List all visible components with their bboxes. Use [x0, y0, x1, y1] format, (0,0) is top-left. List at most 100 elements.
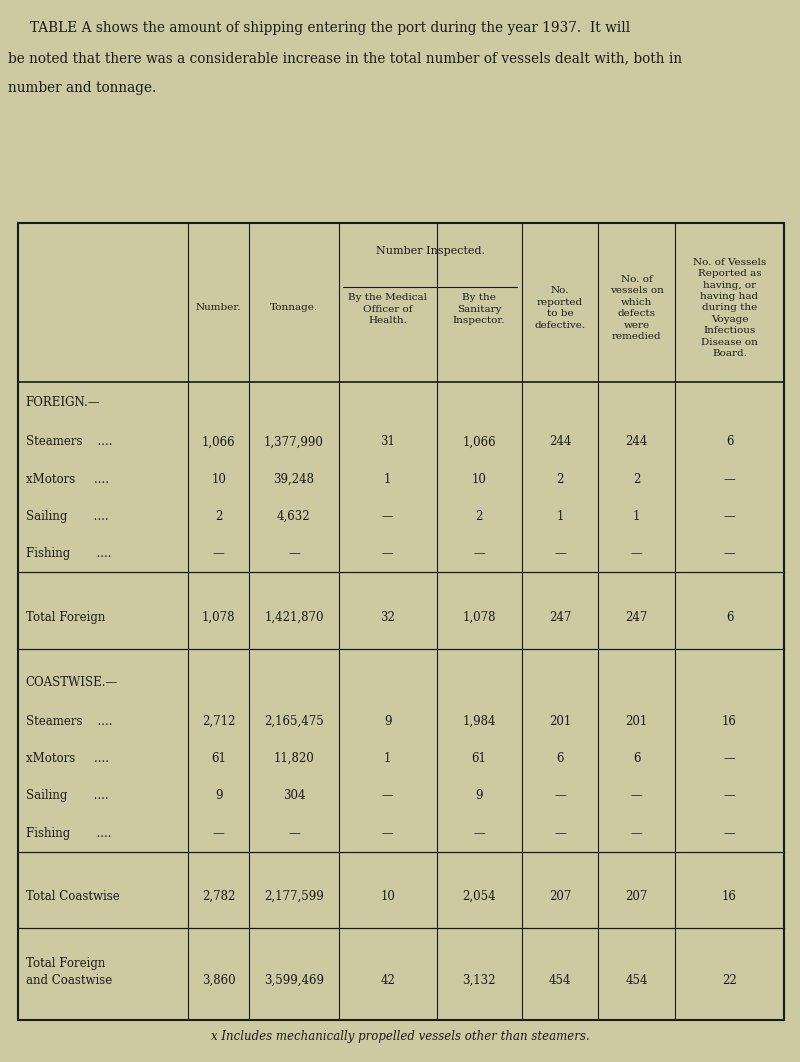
Text: No. of Vessels
Reported as
having, or
having had
during the
Voyage
Infectious
Di: No. of Vessels Reported as having, or ha… — [693, 258, 766, 358]
Text: 201: 201 — [549, 715, 571, 727]
Text: —: — — [724, 789, 735, 803]
Text: COASTWISE.—: COASTWISE.— — [26, 675, 118, 689]
Text: 1: 1 — [384, 752, 391, 766]
Text: 2: 2 — [556, 473, 564, 485]
Text: Fishing       ....: Fishing .... — [26, 547, 111, 561]
Text: Sailing       ....: Sailing .... — [26, 510, 108, 523]
Text: 3,132: 3,132 — [462, 974, 496, 987]
Text: 1,078: 1,078 — [202, 611, 235, 623]
Text: Number.: Number. — [196, 304, 242, 312]
Text: Number Inspected.: Number Inspected. — [376, 246, 485, 256]
Text: 2,054: 2,054 — [462, 890, 496, 903]
Text: 9: 9 — [384, 715, 391, 727]
Text: —: — — [382, 789, 394, 803]
Text: Tonnage.: Tonnage. — [270, 304, 318, 312]
Text: x Includes mechanically propelled vessels other than steamers.: x Includes mechanically propelled vessel… — [210, 1030, 590, 1043]
Text: Fishing       ....: Fishing .... — [26, 826, 111, 840]
Text: 22: 22 — [722, 974, 737, 987]
Text: 39,248: 39,248 — [274, 473, 314, 485]
Text: 61: 61 — [472, 752, 486, 766]
Text: 207: 207 — [549, 890, 571, 903]
Text: 2: 2 — [215, 510, 222, 523]
Text: 1,078: 1,078 — [462, 611, 496, 623]
Text: —: — — [724, 547, 735, 561]
Text: 9: 9 — [215, 789, 222, 803]
Text: 31: 31 — [380, 435, 395, 448]
Text: Total Foreign: Total Foreign — [26, 611, 105, 623]
Text: 16: 16 — [722, 890, 737, 903]
Text: 247: 247 — [549, 611, 571, 623]
Text: xMotors     ....: xMotors .... — [26, 752, 109, 766]
Text: —: — — [382, 547, 394, 561]
Text: 1,984: 1,984 — [462, 715, 496, 727]
Text: 2,165,475: 2,165,475 — [264, 715, 324, 727]
Text: 1,066: 1,066 — [462, 435, 496, 448]
Text: —: — — [724, 473, 735, 485]
Text: Sailing       ....: Sailing .... — [26, 789, 108, 803]
Text: —: — — [288, 547, 300, 561]
Text: 454: 454 — [549, 974, 571, 987]
Text: —: — — [213, 826, 225, 840]
Text: 247: 247 — [626, 611, 648, 623]
Text: 3,599,469: 3,599,469 — [264, 974, 324, 987]
Text: 11,820: 11,820 — [274, 752, 314, 766]
Text: —: — — [213, 547, 225, 561]
Text: 207: 207 — [626, 890, 648, 903]
Text: 304: 304 — [282, 789, 305, 803]
Text: 1,066: 1,066 — [202, 435, 235, 448]
Text: 454: 454 — [626, 974, 648, 987]
Text: 32: 32 — [380, 611, 395, 623]
Text: 42: 42 — [380, 974, 395, 987]
Text: —: — — [554, 547, 566, 561]
Text: Total Foreign
and Coastwise: Total Foreign and Coastwise — [26, 957, 112, 987]
Text: Total Coastwise: Total Coastwise — [26, 890, 119, 903]
Text: 1: 1 — [633, 510, 640, 523]
Text: 2: 2 — [633, 473, 640, 485]
Text: 1: 1 — [556, 510, 564, 523]
Text: number and tonnage.: number and tonnage. — [8, 81, 156, 95]
Text: —: — — [631, 826, 642, 840]
Text: By the Medical
Officer of
Health.: By the Medical Officer of Health. — [348, 293, 427, 325]
Text: 6: 6 — [726, 611, 734, 623]
Text: —: — — [724, 752, 735, 766]
Text: 10: 10 — [211, 473, 226, 485]
Text: 10: 10 — [380, 890, 395, 903]
Text: —: — — [474, 826, 485, 840]
Text: —: — — [288, 826, 300, 840]
Text: xMotors     ....: xMotors .... — [26, 473, 109, 485]
Text: 4,632: 4,632 — [277, 510, 310, 523]
Text: 10: 10 — [472, 473, 486, 485]
Text: 6: 6 — [556, 752, 564, 766]
Text: 6: 6 — [726, 435, 734, 448]
Text: No. of
vessels on
which
defects
were
remedied: No. of vessels on which defects were rem… — [610, 275, 664, 341]
Text: 2,177,599: 2,177,599 — [264, 890, 324, 903]
Text: 244: 244 — [549, 435, 571, 448]
Text: 2,712: 2,712 — [202, 715, 235, 727]
Text: be noted that there was a considerable increase in the total number of vessels d: be noted that there was a considerable i… — [8, 51, 682, 65]
Text: 1: 1 — [384, 473, 391, 485]
Text: 2,782: 2,782 — [202, 890, 235, 903]
Text: 3,860: 3,860 — [202, 974, 235, 987]
Text: 61: 61 — [211, 752, 226, 766]
Text: —: — — [554, 826, 566, 840]
Text: Steamers    ....: Steamers .... — [26, 435, 112, 448]
Text: 1,421,870: 1,421,870 — [264, 611, 324, 623]
Text: —: — — [382, 826, 394, 840]
Text: —: — — [631, 789, 642, 803]
Text: TABLE A shows the amount of shipping entering the port during the year 1937.  It: TABLE A shows the amount of shipping ent… — [8, 21, 630, 35]
Text: FOREIGN.—: FOREIGN.— — [26, 396, 100, 409]
Text: Steamers    ....: Steamers .... — [26, 715, 112, 727]
Text: 201: 201 — [626, 715, 648, 727]
Text: 16: 16 — [722, 715, 737, 727]
Text: 6: 6 — [633, 752, 641, 766]
Text: 244: 244 — [626, 435, 648, 448]
Text: 1,377,990: 1,377,990 — [264, 435, 324, 448]
Text: —: — — [474, 547, 485, 561]
Text: —: — — [382, 510, 394, 523]
Text: —: — — [631, 547, 642, 561]
Text: —: — — [724, 826, 735, 840]
Text: —: — — [554, 789, 566, 803]
Text: No.
reported
to be
defective.: No. reported to be defective. — [534, 287, 586, 329]
Text: 9: 9 — [475, 789, 483, 803]
Text: —: — — [724, 510, 735, 523]
